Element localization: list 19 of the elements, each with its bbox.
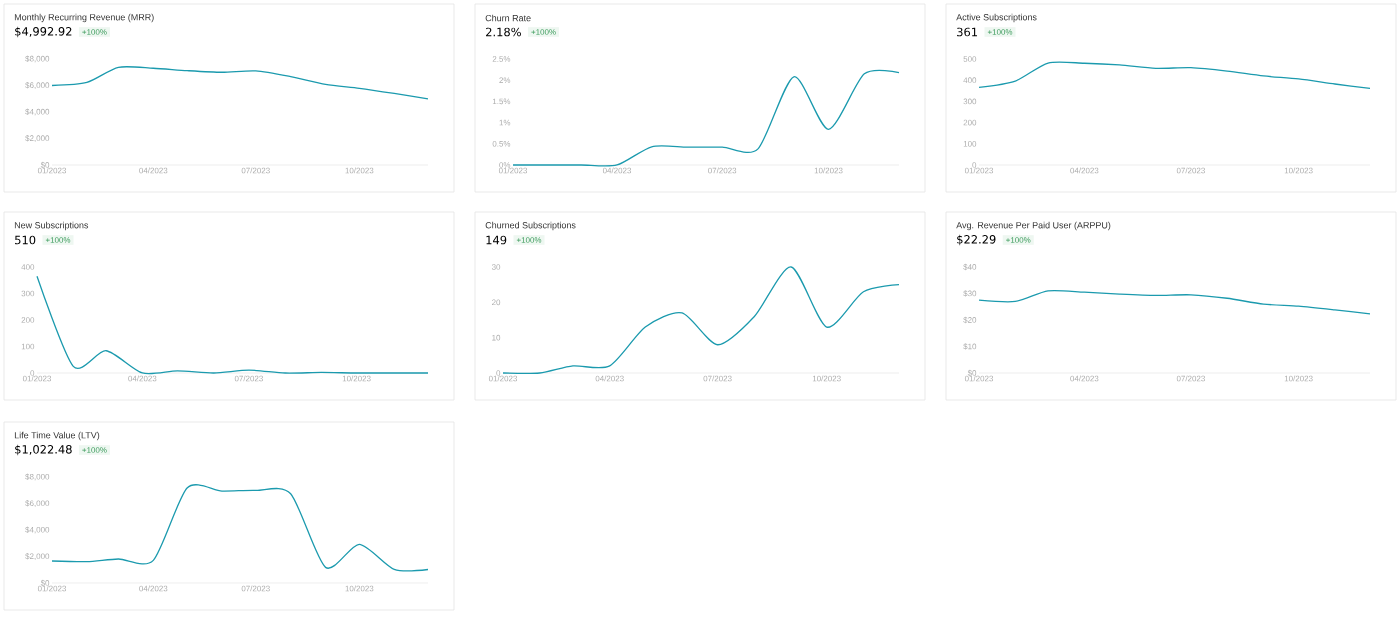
chart-subtitle: $4,992.92 bbox=[15, 26, 72, 38]
chart-title: Active Subscriptions bbox=[956, 13, 1037, 23]
line-series bbox=[502, 266, 900, 375]
chart-subtitle: 510 bbox=[15, 235, 36, 245]
line-series bbox=[978, 61, 1371, 90]
chart-title: New Subscriptions bbox=[14, 221, 89, 231]
line-series bbox=[36, 275, 429, 375]
chart-subtitle: 361 bbox=[957, 27, 978, 37]
chart-subtitle: $22.29 bbox=[957, 234, 996, 246]
line-series bbox=[51, 66, 429, 100]
chart-title: Life Time Value (LTV) bbox=[14, 431, 100, 441]
chart-title: Churned Subscriptions bbox=[485, 221, 576, 231]
line-series bbox=[978, 289, 1371, 315]
chart-title: Avg. Revenue Per Paid User (ARPPU) bbox=[956, 221, 1111, 231]
chart-subtitle: 2.18% bbox=[486, 27, 521, 37]
chart-title: Monthly Recurring Revenue (MRR) bbox=[14, 13, 154, 23]
chart-title: Churn Rate bbox=[485, 14, 531, 22]
chart-subtitle: 149 bbox=[486, 235, 507, 245]
chart-subtitle: $1,022.48 bbox=[15, 444, 72, 456]
